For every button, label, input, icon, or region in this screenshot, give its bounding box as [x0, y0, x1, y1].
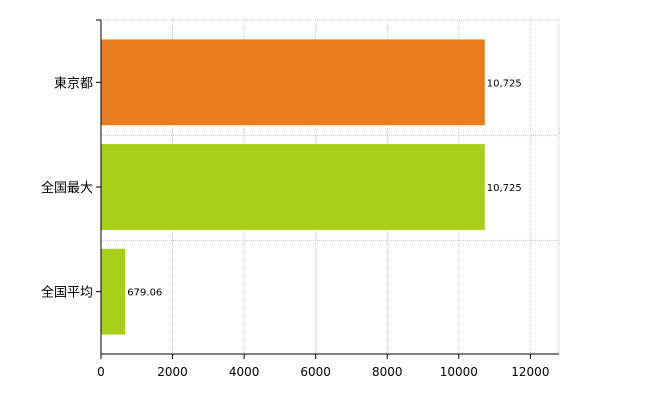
x-tick-label: 10000 [440, 365, 478, 379]
x-tick-label: 8000 [372, 365, 403, 379]
x-tick-label: 2000 [157, 365, 188, 379]
category-label: 全国最大 [41, 180, 93, 196]
bar [101, 39, 485, 126]
x-tick-label: 6000 [300, 365, 331, 379]
data-label: 10,725 [487, 78, 522, 89]
bar [101, 248, 126, 335]
category-label: 全国平均 [41, 285, 93, 301]
bar [101, 144, 485, 230]
bars [101, 39, 485, 335]
x-tick-label: 0 [97, 365, 105, 379]
data-label: 679.06 [127, 288, 162, 299]
data-label: 10,725 [487, 183, 522, 194]
category-label: 東京都 [54, 75, 93, 91]
x-tick-label: 12000 [511, 365, 549, 379]
axes [96, 19, 559, 359]
x-tick-label: 4000 [229, 365, 260, 379]
labels: 東京都 10,725 全国最大 10,725 全国平均 679.06 0 2000 4000 60… [41, 75, 549, 379]
